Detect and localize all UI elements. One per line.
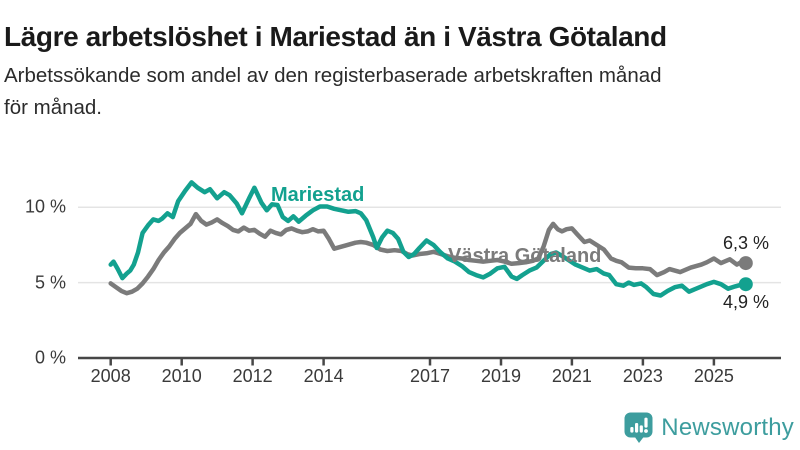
x-tick-label: 2014 (303, 366, 344, 386)
x-tick-label: 2008 (90, 366, 131, 386)
page-title: Lägre arbetslöshet i Mariestad än i Väst… (4, 20, 667, 52)
x-tick-label: 2021 (551, 366, 592, 386)
x-tick-label: 2023 (622, 366, 663, 386)
x-tick-label: 2025 (693, 366, 734, 386)
y-tick-label: 5 % (34, 272, 66, 293)
y-tick-label: 10 % (24, 196, 66, 217)
x-tick-label: 2012 (232, 366, 273, 386)
series-label-vastra-gotaland: Västra Götaland (448, 245, 602, 267)
newsworthy-logo-icon (624, 412, 653, 443)
x-tick-label: 2010 (161, 366, 202, 386)
series-label-mariestad: Mariestad (271, 184, 365, 206)
subtitle-line-2: för månad. (4, 96, 102, 119)
y-axis: 0 % 5 % 10 % (0, 0, 66, 450)
series-line-mariestad (108, 180, 749, 298)
newsworthy-logo-text: Newsworthy (661, 413, 794, 441)
end-value-label-vastra-gotaland: 6,3 % (723, 233, 770, 253)
y-tick-label: 0 % (34, 347, 66, 368)
x-tick-label: 2019 (480, 366, 522, 386)
series-end-dot-mariestad (738, 277, 753, 292)
x-tick-label: 2017 (409, 366, 451, 386)
subtitle-line-1: Arbetssökande som andel av den registerb… (4, 64, 662, 87)
newsworthy-logo: Newsworthy (624, 412, 794, 443)
chart-subtitle: Arbetssökande som andel av den registerb… (4, 60, 794, 124)
end-value-label-mariestad: 4,9 % (723, 292, 770, 312)
series-end-dot-vastra-gotaland (738, 256, 753, 271)
